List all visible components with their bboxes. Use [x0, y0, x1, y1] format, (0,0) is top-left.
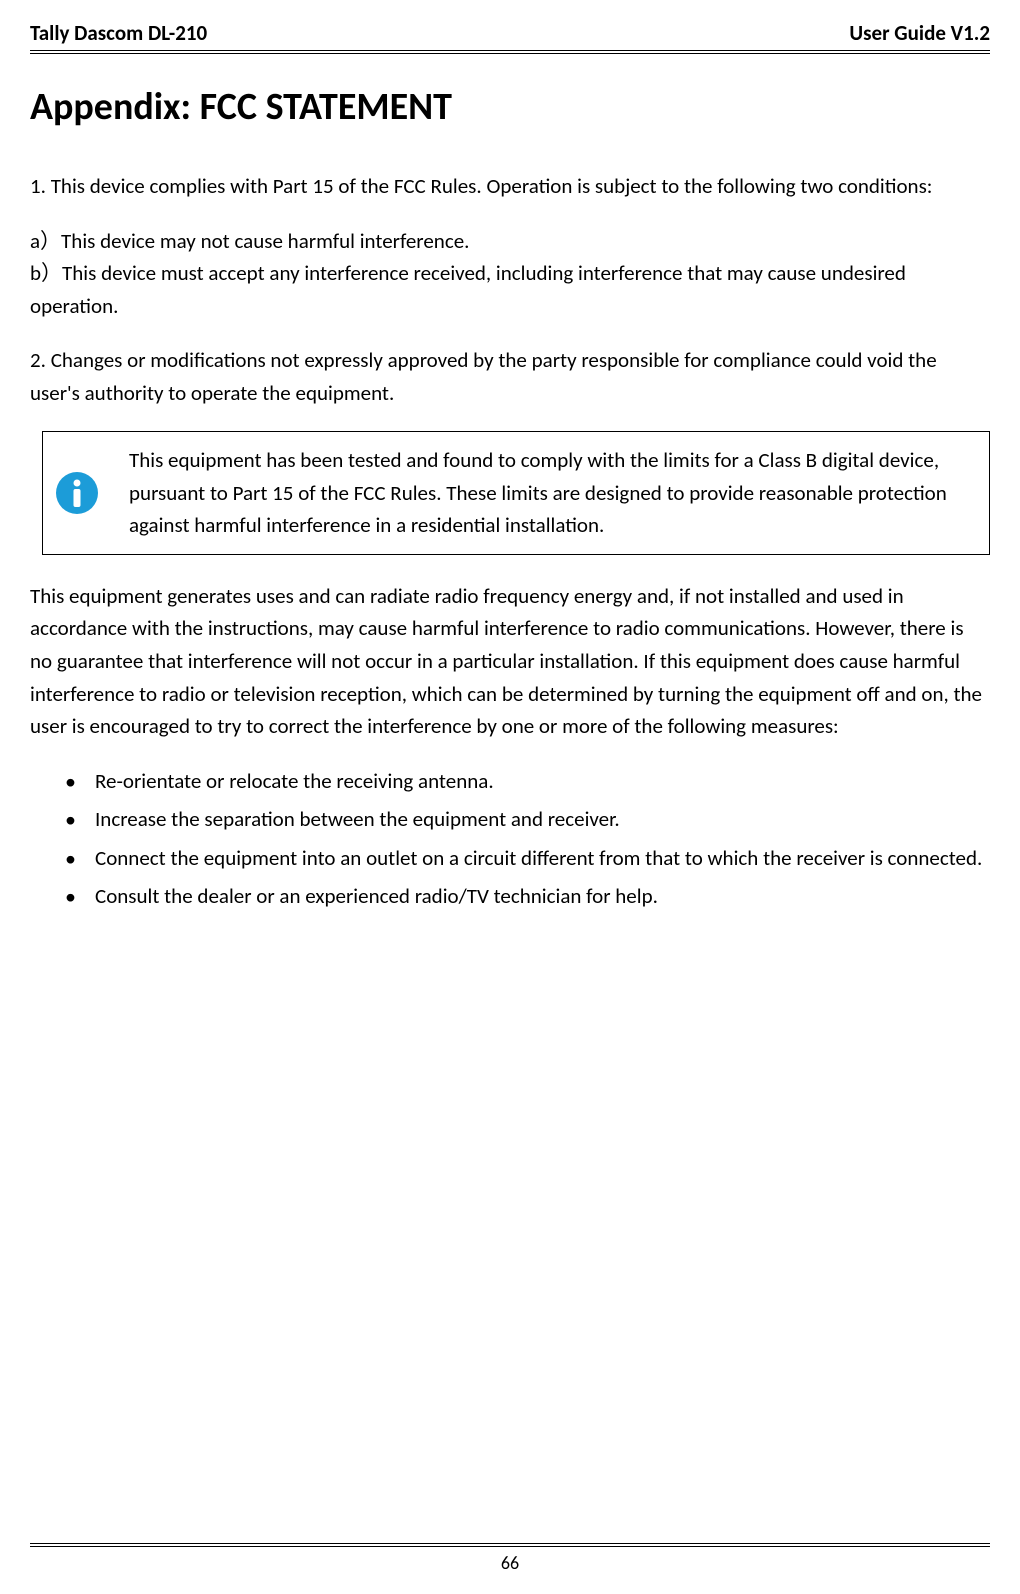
- header-guide-version: User Guide V1.2: [849, 20, 990, 46]
- list-item: Connect the equipment into an outlet on …: [65, 842, 990, 875]
- list-item: Consult the dealer or an experienced rad…: [65, 880, 990, 913]
- info-icon: [55, 471, 99, 515]
- condition-a: a）This device may not cause harmful inte…: [30, 225, 990, 258]
- page-header: Tally Dascom DL-210 User Guide V1.2: [30, 20, 990, 54]
- page-number: 66: [501, 1552, 519, 1574]
- info-box: This equipment has been tested and found…: [42, 431, 990, 555]
- list-item: Increase the separation between the equi…: [65, 803, 990, 836]
- paragraph-2: 2. Changes or modifications not expressl…: [30, 344, 990, 409]
- header-product-name: Tally Dascom DL-210: [30, 20, 207, 46]
- paragraph-1: 1. This device complies with Part 15 of …: [30, 170, 990, 203]
- condition-b: b）This device must accept any interferen…: [30, 257, 990, 322]
- measures-list: Re-orientate or relocate the receiving a…: [30, 765, 990, 913]
- list-item: Re-orientate or relocate the receiving a…: [65, 765, 990, 798]
- paragraph-3: This equipment generates uses and can ra…: [30, 580, 990, 743]
- footer-divider: 66: [30, 1543, 990, 1574]
- page-footer: 66: [30, 1543, 990, 1574]
- info-box-text: This equipment has been tested and found…: [129, 444, 969, 542]
- appendix-heading: Appendix: FCC STATEMENT: [30, 84, 990, 130]
